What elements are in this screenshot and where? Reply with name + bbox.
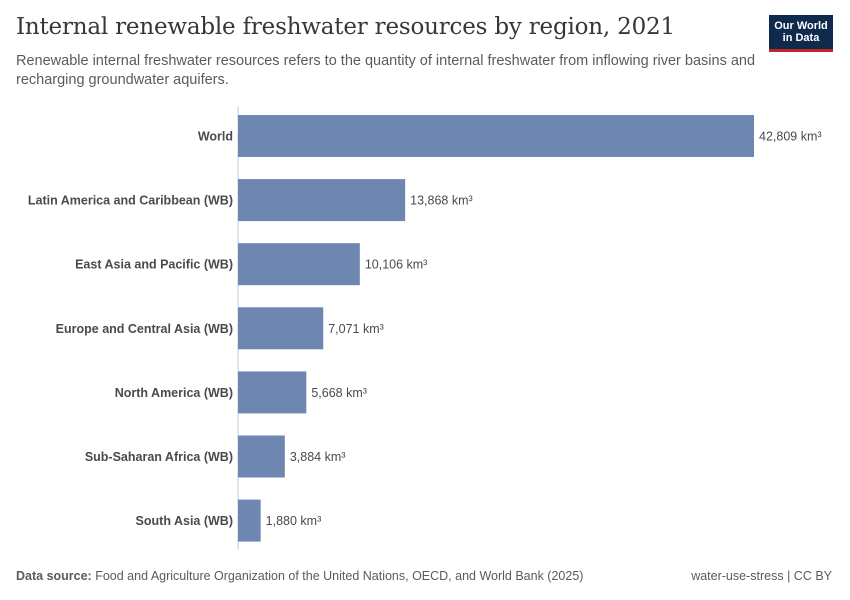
logo-line-1: Our World (774, 20, 828, 32)
logo-line-2: in Data (782, 32, 820, 44)
value-label-3: 7,071 km³ (328, 322, 384, 336)
owid-logo[interactable]: Our World in Data (769, 15, 833, 52)
value-label-4: 5,668 km³ (311, 386, 367, 400)
footer-separator: | (783, 569, 794, 583)
bar-1[interactable] (238, 179, 406, 222)
footer-right: water-use-stress | CC BY (691, 569, 832, 583)
category-label-3: Europe and Central Asia (WB) (56, 322, 233, 336)
value-label-1: 13,868 km³ (410, 194, 473, 208)
bar-5[interactable] (238, 435, 285, 478)
chart-title: Internal renewable freshwater resources … (16, 14, 675, 40)
footer-topic-link[interactable]: water-use-stress (691, 569, 784, 583)
category-label-6: South Asia (WB) (136, 514, 233, 528)
license-link[interactable]: CC BY (793, 569, 832, 583)
bar-6[interactable] (238, 499, 261, 542)
bar-3[interactable] (238, 307, 324, 350)
category-label-5: Sub-Saharan Africa (WB) (85, 450, 233, 464)
bar-4[interactable] (238, 371, 307, 414)
chart-subtitle: Renewable internal freshwater resources … (16, 53, 756, 88)
bar-0[interactable] (238, 115, 754, 157)
value-label-5: 3,884 km³ (290, 450, 346, 464)
footer-source: Data source: Food and Agriculture Organi… (16, 569, 583, 583)
bar-chart: World 42,809 km³ Latin America and Caribbe… (28, 106, 822, 550)
bar-2[interactable] (238, 243, 360, 286)
category-label-4: North America (WB) (115, 386, 233, 400)
footer-source-label: Data source: (16, 569, 92, 583)
value-label-6: 1,880 km³ (266, 514, 322, 528)
value-label-2: 10,106 km³ (365, 258, 428, 272)
category-label-2: East Asia and Pacific (WB) (75, 258, 233, 272)
footer-source-text: Food and Agriculture Organization of the… (95, 569, 584, 583)
value-label-0: 42,809 km³ (759, 130, 822, 144)
category-label-1: Latin America and Caribbean (WB) (28, 194, 233, 208)
category-label-0: World (198, 130, 233, 144)
